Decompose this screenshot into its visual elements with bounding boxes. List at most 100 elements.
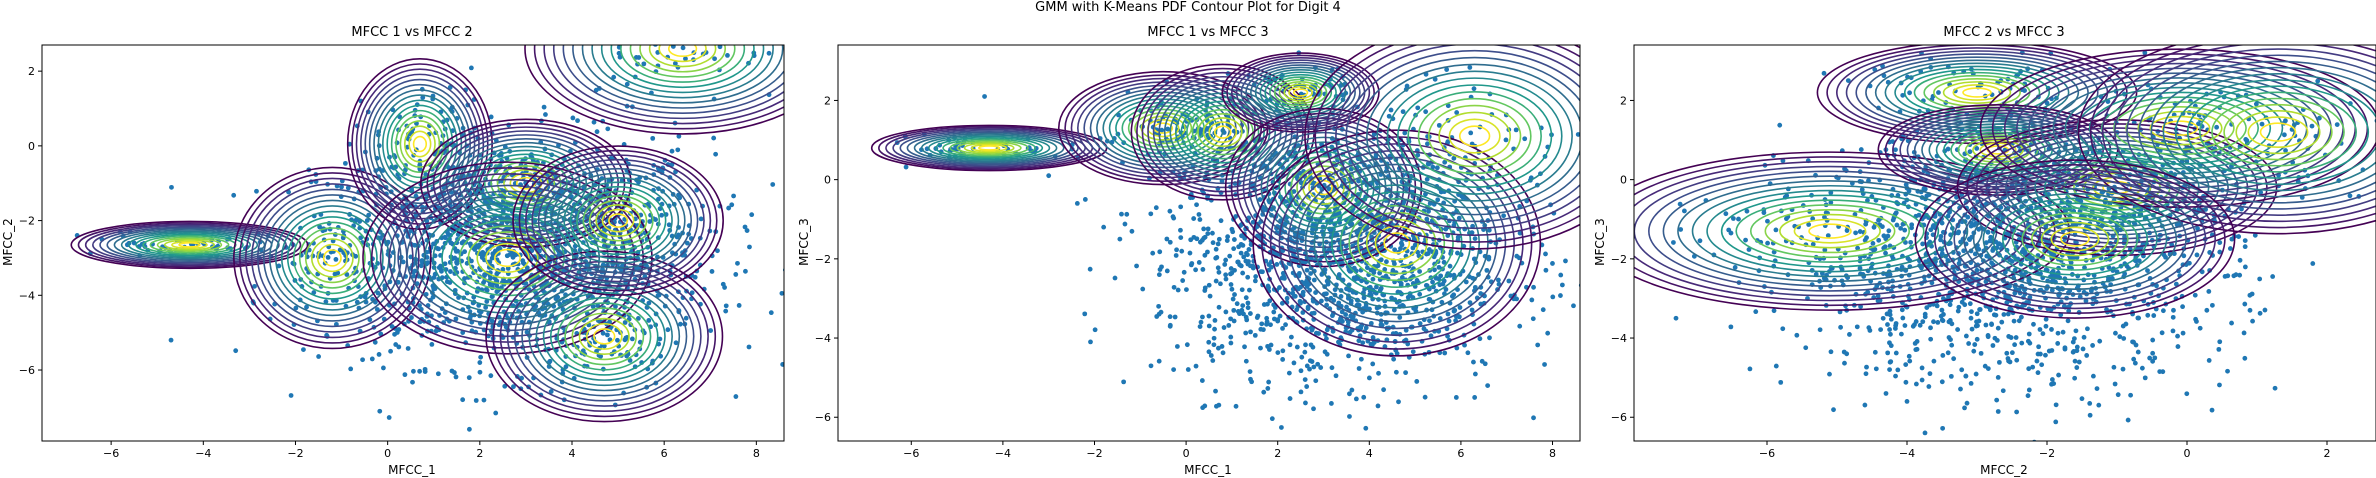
contour-line: [1284, 155, 1363, 220]
scatter-point: [1398, 280, 1404, 286]
scatter-point: [1400, 303, 1405, 308]
scatter-point: [1550, 261, 1555, 266]
scatter-point: [600, 330, 606, 336]
scatter-point: [1900, 315, 1906, 321]
scatter-point: [1432, 267, 1437, 273]
contour-line: [178, 242, 201, 248]
scatter-point: [711, 135, 717, 141]
scatter-point: [1284, 295, 1290, 301]
scatter-point: [1218, 281, 1223, 287]
gmm-component-contours: [524, 45, 784, 135]
scatter-point: [1318, 365, 1324, 370]
contour-line: [373, 89, 467, 199]
scatter-point: [1399, 274, 1405, 280]
scatter-point: [651, 39, 656, 44]
scatter-point: [1495, 277, 1501, 283]
scatter-point: [1202, 234, 1208, 240]
scatter-point: [1259, 321, 1265, 327]
scatter-point: [565, 36, 570, 41]
contour-line: [1077, 81, 1250, 176]
scatter-point: [2145, 312, 2151, 318]
scatter-point: [770, 182, 776, 187]
scatter-point: [1898, 331, 1904, 337]
scatter-point: [1266, 262, 1272, 267]
scatter-point: [1677, 201, 1683, 207]
scatter-point: [325, 255, 331, 260]
scatter-point: [1914, 346, 1920, 352]
scatter-point: [1522, 136, 1528, 142]
scatter-point: [1817, 327, 1823, 333]
scatter-point: [448, 269, 453, 274]
scatter-point: [1167, 314, 1173, 320]
contour-line: [601, 208, 635, 233]
scatter-point: [1426, 296, 1432, 302]
scatter-point: [2175, 344, 2181, 349]
scatter-point: [2150, 358, 2156, 364]
scatter-point: [1246, 247, 1252, 252]
scatter-point: [714, 39, 719, 44]
scatter-point: [1295, 286, 1301, 292]
scatter-point: [1344, 286, 1349, 292]
scatter-point: [1157, 249, 1163, 255]
scatter-point: [1803, 345, 1809, 351]
scatter-point: [1454, 110, 1460, 115]
scatter-point: [1361, 394, 1367, 400]
scatter-point: [1972, 463, 1977, 468]
x-tick-label: 2: [1274, 447, 1281, 460]
y-tick-label: 2: [824, 94, 831, 107]
contour-line: [595, 204, 641, 237]
scatter-point: [1417, 321, 1423, 326]
scatter-point: [1171, 284, 1177, 290]
scatter-point: [2049, 327, 2054, 332]
scatter-point: [1275, 318, 1281, 324]
scatter-point: [2004, 300, 2010, 306]
scatter-point: [689, 39, 694, 44]
contour-line: [1345, 49, 1580, 223]
scatter-point: [1223, 257, 1229, 263]
contour-line: [1202, 117, 1243, 148]
contour-line: [572, 45, 784, 109]
scatter-point: [2087, 401, 2093, 406]
scatter-point: [1279, 425, 1284, 430]
scatter-point: [2193, 316, 2198, 322]
scatter-point: [647, 219, 653, 224]
scatter-point: [1197, 324, 1203, 329]
scatter-point: [1543, 251, 1548, 257]
contour-line: [1252, 129, 1542, 357]
scatter-point: [1202, 252, 1208, 258]
scatter-point: [1313, 330, 1319, 336]
scatter-point: [2175, 333, 2180, 339]
scatter-point: [2007, 306, 2013, 312]
contour-line: [1330, 191, 1463, 295]
scatter-point: [2084, 353, 2090, 358]
scatter-point: [634, 13, 639, 18]
contour-line: [1458, 125, 1491, 147]
scatter-point: [1243, 314, 1249, 320]
scatter-point: [1280, 348, 1286, 354]
scatter-point: [1919, 377, 1925, 383]
y-axis-label: MFCC_2: [1, 218, 15, 266]
scatter-point: [1196, 260, 1202, 265]
scatter-point: [1363, 425, 1369, 431]
scatter-point: [494, 289, 500, 295]
scatter-point: [2151, 313, 2157, 318]
scatter-point: [2026, 366, 2032, 372]
scatter-point: [1157, 267, 1163, 272]
scatter-point: [1241, 311, 1246, 317]
contour-line: [1269, 143, 1524, 343]
scatter-point: [1438, 273, 1444, 279]
scatter-point: [1479, 358, 1485, 364]
scatter-point: [2204, 307, 2210, 313]
contour-line: [171, 240, 208, 250]
contour-line: [1213, 125, 1232, 139]
scatter-point: [1074, 200, 1080, 206]
contour-line: [556, 176, 680, 265]
scatter-point: [417, 368, 423, 374]
scatter-point: [1277, 313, 1283, 319]
scatter-point: [1271, 309, 1277, 315]
scatter-point: [442, 234, 448, 240]
scatter-point: [2257, 310, 2263, 316]
scatter-point: [1900, 92, 1906, 98]
scatter-point: [2283, 148, 2288, 153]
scatter-point: [2207, 250, 2213, 255]
